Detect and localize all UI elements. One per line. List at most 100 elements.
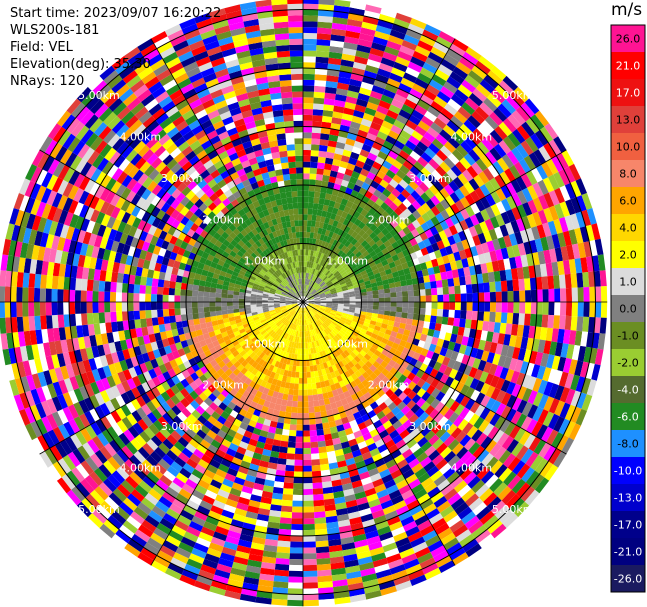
ppi-cell [391, 494, 404, 506]
ppi-cell [395, 169, 407, 180]
ppi-cell [243, 346, 251, 353]
ppi-cell [293, 318, 297, 324]
ppi-cell [240, 460, 251, 469]
ppi-cell [80, 218, 90, 232]
ppi-cell [398, 383, 408, 392]
ppi-cell [252, 375, 260, 384]
ppi-cell [493, 143, 507, 158]
ppi-cell [276, 546, 291, 554]
ppi-cell [255, 356, 262, 364]
ppi-cell [273, 373, 280, 380]
ppi-cell [223, 321, 231, 328]
ppi-cell [319, 363, 325, 370]
ppi-cell [331, 294, 338, 298]
ppi-cell [323, 336, 329, 343]
ppi-cell [346, 433, 356, 442]
ppi-cell [480, 382, 490, 395]
ppi-cell [40, 400, 52, 417]
ppi-cell [306, 292, 311, 298]
ppi-cell [270, 287, 277, 292]
ppi-cell [280, 306, 287, 310]
ppi-cell [343, 308, 350, 312]
ppi-cell [399, 164, 410, 175]
ppi-cell [468, 225, 478, 237]
ppi-cell [208, 266, 216, 274]
ppi-cell [393, 18, 410, 29]
ppi-cell [307, 312, 311, 319]
ppi-cell [554, 400, 566, 417]
ppi-cell [11, 362, 21, 380]
ppi-cell [217, 279, 224, 285]
ppi-cell [396, 251, 405, 260]
ppi-cell [395, 286, 402, 293]
ppi-cell [154, 332, 162, 342]
ppi-cell [303, 319, 306, 326]
ppi-cell [123, 264, 132, 275]
ppi-cell [40, 274, 47, 289]
ppi-cell [170, 274, 178, 282]
ppi-cell [309, 267, 313, 274]
ppi-cell [316, 364, 322, 371]
ppi-cell [484, 373, 495, 386]
ppi-cell [227, 493, 240, 503]
ppi-cell [417, 156, 429, 168]
ppi-cell [464, 398, 476, 411]
ppi-cell [228, 442, 239, 452]
ppi-cell [398, 149, 410, 160]
ppi-cell [110, 352, 120, 364]
ppi-cell [303, 27, 318, 34]
ppi-cell [133, 450, 146, 464]
ppi-cell [304, 284, 307, 291]
ppi-cell [303, 588, 319, 595]
ppi-cell [354, 55, 369, 65]
ppi-cell [325, 295, 332, 299]
ppi-cell [97, 367, 107, 380]
ppi-cell [394, 215, 403, 225]
ppi-cell [359, 507, 372, 517]
ppi-cell [402, 419, 413, 430]
ppi-cell [269, 311, 276, 315]
ppi-cell [329, 286, 336, 291]
ppi-cell [455, 259, 464, 270]
ppi-cell [553, 416, 565, 433]
ppi-cell [114, 252, 123, 264]
ppi-cell [260, 562, 276, 570]
ppi-cell [323, 288, 330, 293]
ppi-cell [334, 448, 344, 457]
ppi-cell [186, 295, 192, 302]
ppi-cell [330, 309, 337, 313]
ppi-cell [289, 347, 294, 354]
ppi-cell [229, 364, 237, 373]
ppi-cell [442, 419, 453, 432]
ppi-cell [113, 230, 123, 243]
ppi-cell [233, 312, 241, 317]
ppi-cell [354, 370, 362, 378]
ppi-cell [427, 105, 441, 118]
ppi-cell [435, 458, 448, 471]
ppi-cell [257, 310, 264, 315]
ppi-cell [330, 213, 337, 221]
ppi-cell [99, 402, 111, 417]
ppi-cell [62, 454, 76, 471]
ppi-cell [475, 484, 490, 498]
ppi-cell [576, 195, 587, 212]
ppi-cell [297, 330, 300, 337]
ppi-cell [274, 319, 281, 325]
ppi-cell [334, 326, 341, 332]
ppi-cell [116, 419, 128, 433]
ppi-cell [402, 160, 414, 171]
ppi-cell [62, 197, 74, 212]
ppi-cell [380, 393, 390, 402]
ppi-cell [316, 233, 322, 240]
ppi-cell [568, 229, 578, 245]
ppi-cell [141, 326, 149, 337]
ppi-cell [420, 192, 431, 203]
ppi-cell [250, 299, 257, 302]
ppi-cell [303, 9, 319, 16]
ppi-cell [417, 493, 431, 505]
ppi-cell [355, 302, 362, 306]
ppi-cell [273, 581, 289, 589]
ppi-cell [447, 341, 456, 351]
ppi-cell [516, 190, 528, 205]
ppi-cell [443, 81, 458, 94]
